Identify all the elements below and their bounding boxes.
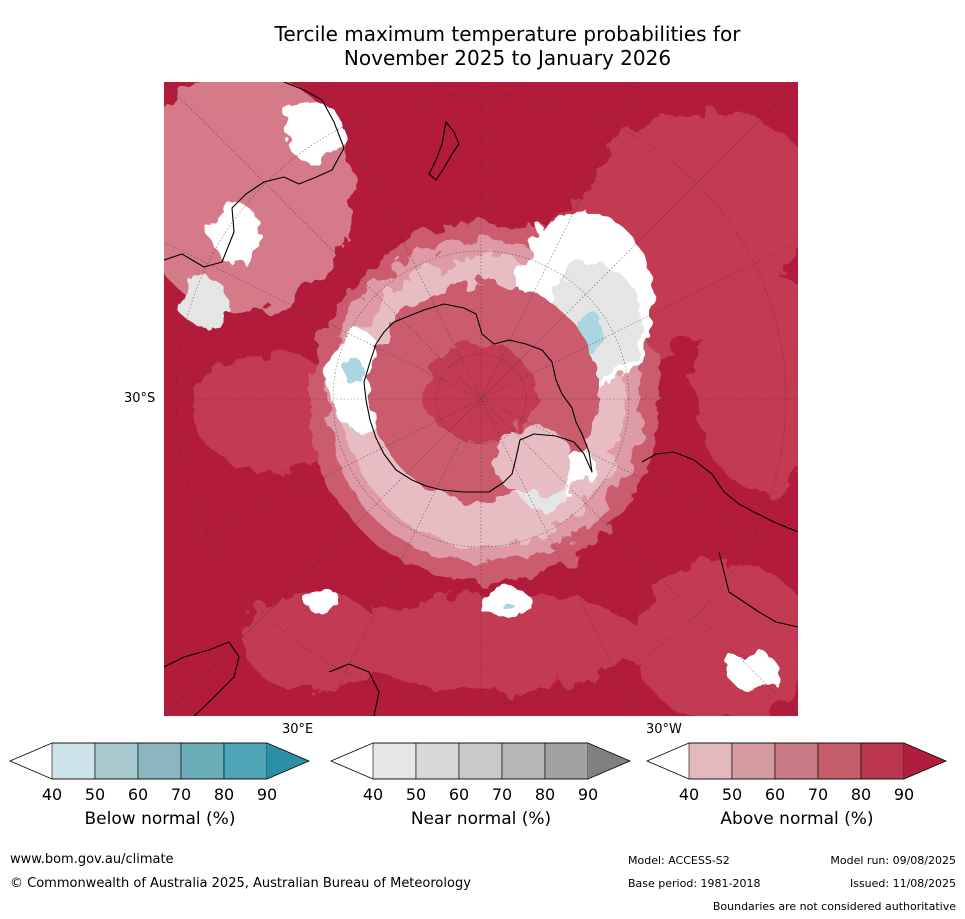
madagascar-coastline <box>328 663 380 716</box>
colorbar-segment <box>860 742 905 780</box>
longitude-label-30e: 30°E <box>282 722 314 737</box>
legend-title-above-normal: Above normal (%) <box>720 809 874 829</box>
colorbar-under-arrow <box>10 743 52 779</box>
website-link[interactable]: www.bom.gov.au/climate <box>10 852 174 867</box>
map-title-line-1: Tercile maximum temperature probabilitie… <box>274 22 741 46</box>
colorbar-below-normal <box>8 742 311 780</box>
colorbar-outline <box>645 742 948 780</box>
colorbar-tick-label: 60 <box>127 785 149 804</box>
colorbar-outline <box>329 742 632 780</box>
colorbar-under-arrow <box>647 743 689 779</box>
colorbar-over-arrow <box>588 743 630 779</box>
colorbar-segment <box>51 742 96 780</box>
legend-title-below-normal: Below normal (%) <box>84 809 236 829</box>
boundaries-disclaimer: Boundaries are not considered authoritat… <box>712 900 956 913</box>
colorbar-segment <box>817 742 862 780</box>
probability-map[interactable] <box>164 82 798 716</box>
longitude-label-30w: 30°W <box>646 722 682 737</box>
colorbar-segment <box>731 742 776 780</box>
colorbar-segment <box>544 742 589 780</box>
probability-map-canvas <box>164 82 798 716</box>
colorbar-tick-label: 70 <box>170 785 192 804</box>
colorbar-tick-label: 70 <box>491 785 513 804</box>
colorbar-segment <box>688 742 733 780</box>
graticule <box>164 82 798 716</box>
issued-date: Issued: 11/08/2025 <box>849 877 956 890</box>
colorbar-over-arrow <box>904 743 946 779</box>
africa-coastline <box>164 641 240 716</box>
colorbar-tick-label: 60 <box>764 785 786 804</box>
model-name: Model: ACCESS-S2 <box>628 854 730 867</box>
colorbar-segment <box>137 742 182 780</box>
legend-near-normal: 40 50 60 70 80 90 Near normal (%) <box>329 742 632 853</box>
colorbar-over-arrow <box>267 743 309 779</box>
coastlines <box>164 82 798 716</box>
colorbar-tick-label: 90 <box>256 785 278 804</box>
colorbar-tick-label: 80 <box>850 785 872 804</box>
colorbar-tick-label: 50 <box>84 785 106 804</box>
south-america-coastline <box>641 451 798 533</box>
colorbar-tick-label: 60 <box>448 785 470 804</box>
colorbar-under-arrow <box>331 743 373 779</box>
colorbar-tick-label: 50 <box>721 785 743 804</box>
legend-above-normal: 40 50 60 70 80 90 Above normal (%) <box>645 742 948 853</box>
new-zealand-coastline <box>428 121 460 181</box>
colorbar-tick-label: 80 <box>534 785 556 804</box>
colorbar-segment <box>458 742 503 780</box>
colorbar-segment <box>415 742 460 780</box>
colorbar-tick-label: 90 <box>893 785 915 804</box>
south-america-coastline-2 <box>718 551 798 628</box>
colorbar-tick-label: 90 <box>577 785 599 804</box>
colorbar-tick-label: 40 <box>41 785 63 804</box>
colorbar-tick-label: 40 <box>362 785 384 804</box>
australia-coastline <box>164 82 345 268</box>
colorbar-near-normal <box>329 742 632 780</box>
copyright-text: © Commonwealth of Australia 2025, Austra… <box>10 876 471 891</box>
colorbar-tick-label: 70 <box>807 785 829 804</box>
legend-below-normal: 40 50 60 70 80 90 Below normal (%) <box>8 742 311 853</box>
colorbar-tick-label: 80 <box>213 785 235 804</box>
colorbar-tick-label: 50 <box>405 785 427 804</box>
map-title-line-2: November 2025 to January 2026 <box>343 46 672 70</box>
colorbar-segment <box>223 742 268 780</box>
antarctica-interior <box>369 282 599 502</box>
model-run-date: Model run: 09/08/2025 <box>830 854 956 867</box>
colorbar-segment <box>180 742 225 780</box>
legend-title-near-normal: Near normal (%) <box>410 809 552 829</box>
base-period: Base period: 1981-2018 <box>628 877 761 890</box>
colorbar-outline <box>8 742 311 780</box>
colorbar-above-normal <box>645 742 948 780</box>
latitude-label-30s: 30°S <box>124 391 156 406</box>
colorbar-segment <box>372 742 417 780</box>
colorbar-tick-label: 40 <box>678 785 700 804</box>
colorbar-segment <box>94 742 139 780</box>
colorbar-segment <box>501 742 546 780</box>
colorbar-segment <box>774 742 819 780</box>
map-title: Tercile maximum temperature probabilitie… <box>0 22 965 70</box>
antarctica-coastline <box>363 303 593 493</box>
